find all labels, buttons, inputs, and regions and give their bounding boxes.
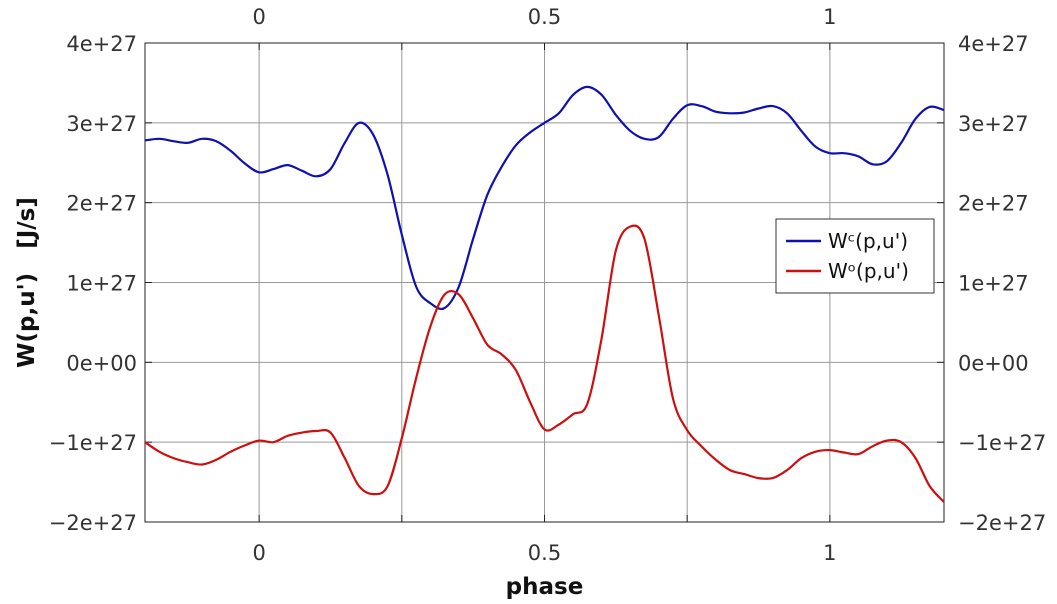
series-line-wc — [144, 85, 945, 311]
y-tick-label-right: 3e+27 — [958, 112, 1029, 136]
axis-ticks — [145, 42, 944, 523]
y-tick-label-left: 1e+27 — [66, 272, 137, 296]
y-axis-title: W(p,u') [J/s] — [14, 197, 40, 368]
y-tick-label-right: −1e+27 — [958, 431, 1046, 455]
y-tick-label-left: 4e+27 — [66, 32, 137, 56]
series — [144, 85, 945, 503]
x-tick-label-top: 0.5 — [528, 5, 561, 29]
legend: Wᶜ(p,u') Wᵒ(p,u') — [775, 218, 935, 294]
y-tick-label-left: −1e+27 — [49, 431, 137, 455]
legend-box — [775, 218, 935, 294]
y-tick-label-right: 0e+00 — [958, 351, 1029, 375]
y-tick-label-left: 2e+27 — [66, 192, 137, 216]
y-tick-label-left: −2e+27 — [49, 511, 137, 535]
x-tick-label-bottom: 0.5 — [528, 541, 561, 565]
tick-labels: 0 0 0.5 0.5 1 1 −2e+27 −2e+27 −1e+27 −1e+27 0e+00 0… — [49, 5, 1046, 565]
y-tick-label-left: 3e+27 — [66, 112, 137, 136]
x-tick-label-bottom: 1 — [823, 541, 836, 565]
y-tick-label-right: 2e+27 — [958, 192, 1029, 216]
y-tick-label-left: 0e+00 — [66, 351, 137, 375]
x-tick-label-top: 1 — [823, 5, 836, 29]
x-axis-title: phase — [506, 574, 584, 600]
x-tick-label-top: 0 — [252, 5, 265, 29]
series-line-wo — [144, 224, 945, 503]
y-tick-label-right: 1e+27 — [958, 272, 1029, 296]
x-tick-label-bottom: 0 — [252, 541, 265, 565]
y-tick-label-right: 4e+27 — [958, 32, 1029, 56]
legend-label-wc: Wᶜ(p,u') — [828, 229, 908, 253]
legend-label-wo: Wᵒ(p,u') — [828, 259, 909, 283]
y-tick-label-right: −2e+27 — [958, 511, 1046, 535]
